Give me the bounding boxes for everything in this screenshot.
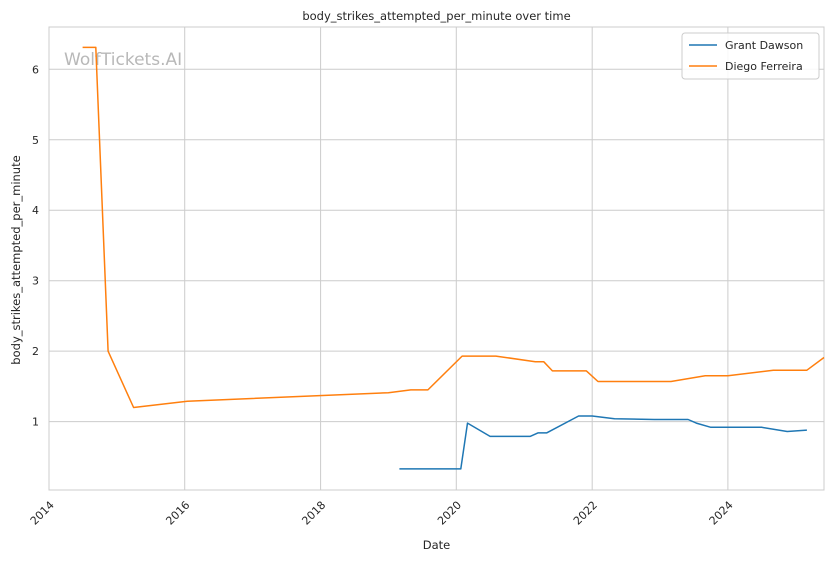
watermark: WolfTickets.AI	[64, 50, 182, 70]
legend: Grant Dawson Diego Ferreira	[681, 32, 820, 80]
y-tick-label: 4	[32, 204, 39, 217]
y-tick-label: 5	[32, 134, 39, 147]
y-tick-label: 6	[32, 63, 39, 76]
y-axis-title: body_strikes_attempted_per_minute	[9, 155, 23, 364]
series-lines	[82, 46, 825, 470]
chart-title: body_strikes_attempted_per_minute over t…	[302, 9, 570, 23]
series-line-diego-ferreira	[82, 46, 825, 409]
legend-label-grant-dawson: Grant Dawson	[725, 39, 803, 52]
y-tick-label: 1	[32, 416, 39, 429]
series-line-grant-dawson	[399, 415, 807, 470]
x-axis-title: Date	[423, 538, 451, 552]
y-tick-label: 2	[32, 345, 39, 358]
y-tick-label: 3	[32, 275, 39, 288]
plot-frame	[48, 26, 825, 491]
y-axis-ticks: 1 2 3 4 5 6	[32, 63, 39, 428]
legend-label-diego-ferreira: Diego Ferreira	[725, 60, 803, 73]
